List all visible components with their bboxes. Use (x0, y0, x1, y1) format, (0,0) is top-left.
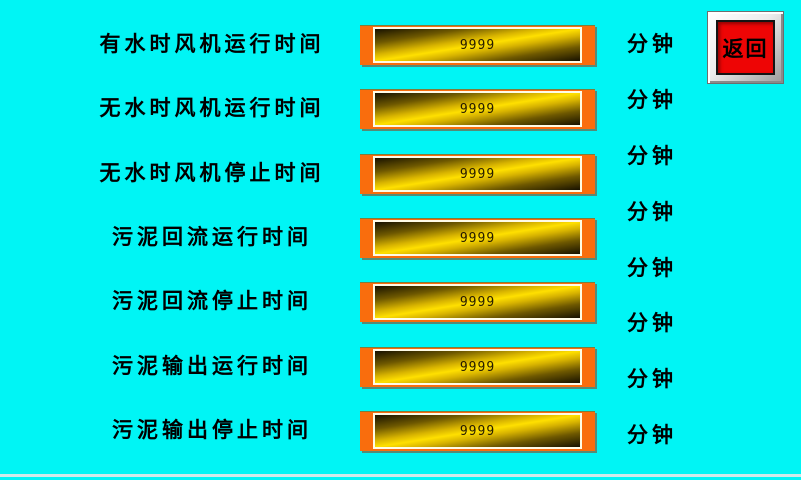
value-display: 9999 (373, 220, 582, 256)
value-field-fan-run-with-water[interactable]: 9999 (360, 25, 595, 65)
return-button-face: 返回 (716, 20, 775, 75)
value-text: 9999 (459, 423, 496, 439)
value-text: 9999 (459, 37, 496, 53)
row-label-fan-run-no-water: 无水时风机运行时间 (99, 96, 325, 120)
value-field-fan-stop-no-water[interactable]: 9999 (360, 154, 595, 194)
row-label-fan-run-with-water: 有水时风机运行时间 (99, 32, 325, 56)
value-field-sludge-output-stop[interactable]: 9999 (360, 411, 595, 451)
row-label-sludge-reflux-stop: 污泥回流停止时间 (112, 289, 312, 313)
value-field-sludge-output-run[interactable]: 9999 (360, 347, 595, 387)
unit-label-minutes: 分钟 (627, 256, 677, 280)
unit-label-minutes: 分钟 (627, 144, 677, 168)
row-label-fan-stop-no-water: 无水时风机停止时间 (99, 161, 325, 185)
value-text: 9999 (459, 101, 496, 117)
value-display: 9999 (373, 349, 582, 385)
unit-label-minutes: 分钟 (627, 367, 677, 391)
value-text: 9999 (459, 294, 496, 310)
value-field-fan-run-no-water[interactable]: 9999 (360, 89, 595, 129)
row-label-sludge-reflux-run: 污泥回流运行时间 (112, 225, 312, 249)
return-button-label: 返回 (722, 36, 769, 61)
unit-label-minutes: 分钟 (627, 32, 677, 56)
unit-label-minutes: 分钟 (627, 88, 677, 112)
unit-label-minutes: 分钟 (627, 311, 677, 335)
value-display: 9999 (373, 27, 582, 63)
value-field-sludge-reflux-stop[interactable]: 9999 (360, 282, 595, 322)
value-text: 9999 (459, 230, 496, 246)
value-display: 9999 (373, 156, 582, 192)
unit-label-minutes: 分钟 (627, 423, 677, 447)
value-field-sludge-reflux-run[interactable]: 9999 (360, 218, 595, 258)
unit-label-minutes: 分钟 (627, 200, 677, 224)
bottom-window-edge (0, 474, 801, 477)
value-display: 9999 (373, 91, 582, 127)
row-label-sludge-output-stop: 污泥输出停止时间 (112, 418, 312, 442)
return-button[interactable]: 返回 (707, 11, 784, 84)
value-display: 9999 (373, 284, 582, 320)
value-text: 9999 (459, 359, 496, 375)
value-text: 9999 (459, 166, 496, 182)
value-display: 9999 (373, 413, 582, 449)
row-label-sludge-output-run: 污泥输出运行时间 (112, 354, 312, 378)
